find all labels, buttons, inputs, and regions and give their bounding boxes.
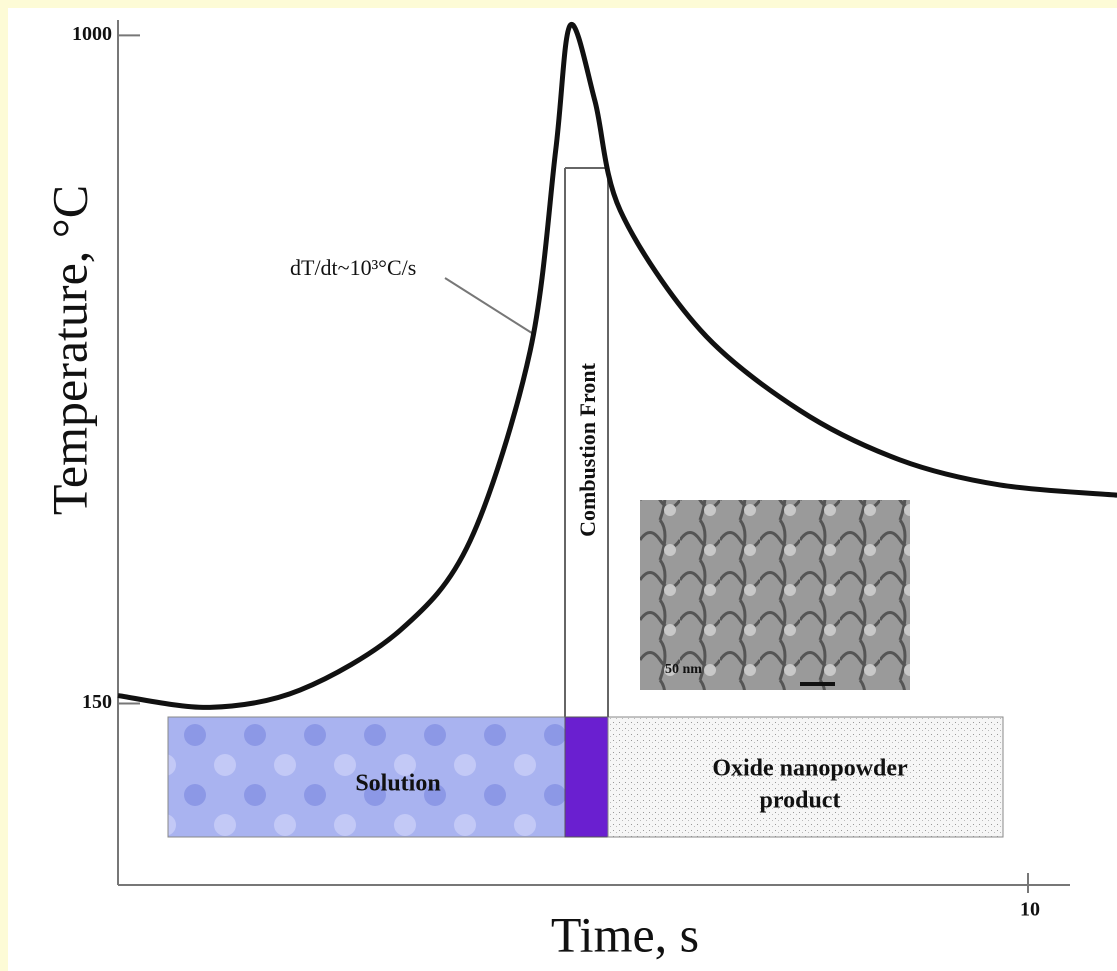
product-band [607, 716, 1004, 838]
front-label: Combustion Front [575, 362, 600, 536]
x-axis-title: Time, s [551, 906, 699, 962]
inset-image [640, 500, 910, 690]
solution-band [167, 716, 566, 838]
annotation-leader [444, 277, 536, 336]
rate-annotation: dT/dt~10³°C/s [290, 255, 416, 280]
y-tick-label: 1000 [72, 23, 112, 45]
x-tick-label: 10 [1020, 899, 1040, 921]
solution-label: Solution [355, 771, 440, 797]
product-label: Oxide nanopowder [712, 756, 908, 782]
product-label: product [760, 788, 841, 814]
temperature-curve [117, 22, 1117, 710]
front-band [564, 716, 609, 838]
y-tick-label: 150 [82, 691, 112, 713]
scale-label: 50 nm [665, 662, 702, 677]
y-axis-title: Temperature, °C [41, 185, 97, 515]
